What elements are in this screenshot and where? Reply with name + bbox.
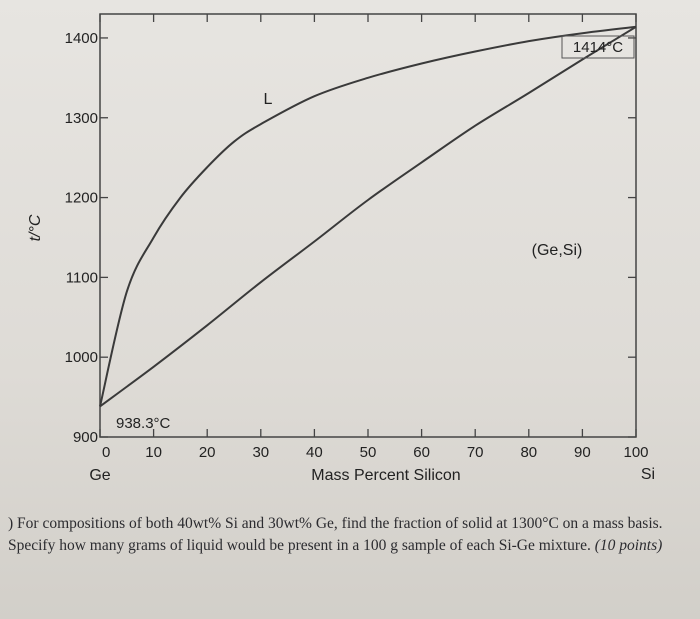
question-text: ) For compositions of both 40wt% Si and …	[8, 513, 698, 557]
y-tick-label: 900	[73, 429, 98, 446]
ge-melting-point-label: 938.3°C	[116, 415, 171, 432]
question-points: (10 points)	[594, 537, 663, 554]
x-left-component-label: Ge	[89, 467, 110, 484]
solidus-curve	[99, 25, 637, 408]
x-tick-label: 70	[467, 444, 484, 461]
liquidus-curve	[99, 25, 637, 407]
y-axis-label: t/°C	[27, 214, 44, 241]
y-tick-label: 1400	[65, 30, 98, 47]
y-tick-label: 1100	[66, 269, 98, 286]
y-tick-label: 1200	[65, 190, 98, 207]
x-tick-label: 10	[145, 444, 162, 461]
x-tick-label: 0	[102, 444, 110, 461]
x-tick-label: 50	[360, 444, 377, 461]
si-melting-point-label: 1414°C	[573, 39, 623, 56]
x-tick-label: 80	[520, 444, 537, 461]
x-tick-label: 60	[413, 444, 430, 461]
y-tick-label: 1300	[65, 110, 98, 127]
liquid-region-label: L	[264, 91, 273, 108]
x-tick-label: 20	[199, 444, 216, 461]
x-right-component-label: Si	[641, 466, 655, 483]
question-body: ) For compositions of both 40wt% Si and …	[8, 515, 663, 554]
x-axis-label: Mass Percent Silicon	[311, 467, 460, 484]
x-tick-label: 30	[252, 444, 269, 461]
y-tick-label: 1000	[65, 349, 98, 366]
x-tick-label: 90	[574, 444, 591, 461]
si-melting-point-box	[561, 35, 635, 59]
solid-region-label: (Ge,Si)	[532, 242, 583, 259]
x-tick-label: 100	[623, 444, 648, 461]
x-tick-label: 40	[306, 444, 323, 461]
